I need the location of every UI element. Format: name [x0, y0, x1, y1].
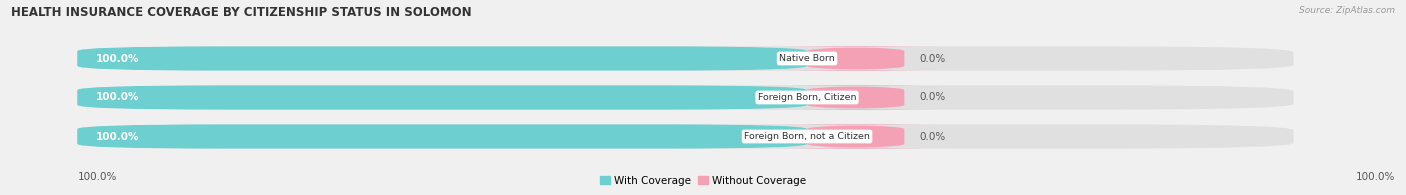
FancyBboxPatch shape [77, 124, 807, 149]
FancyBboxPatch shape [758, 85, 953, 110]
Text: Foreign Born, Citizen: Foreign Born, Citizen [758, 93, 856, 102]
FancyBboxPatch shape [758, 46, 953, 71]
Text: 100.0%: 100.0% [96, 53, 139, 64]
FancyBboxPatch shape [77, 85, 1294, 110]
Text: 0.0%: 0.0% [920, 53, 945, 64]
FancyBboxPatch shape [77, 124, 1294, 149]
Text: 100.0%: 100.0% [96, 131, 139, 142]
Text: 0.0%: 0.0% [920, 131, 945, 142]
FancyBboxPatch shape [77, 85, 807, 110]
Text: 0.0%: 0.0% [920, 92, 945, 103]
Text: 100.0%: 100.0% [1355, 172, 1395, 182]
Text: 100.0%: 100.0% [77, 172, 117, 182]
FancyBboxPatch shape [77, 46, 807, 71]
Text: Source: ZipAtlas.com: Source: ZipAtlas.com [1299, 6, 1395, 15]
FancyBboxPatch shape [758, 124, 953, 149]
FancyBboxPatch shape [77, 46, 1294, 71]
Text: Native Born: Native Born [779, 54, 835, 63]
Text: HEALTH INSURANCE COVERAGE BY CITIZENSHIP STATUS IN SOLOMON: HEALTH INSURANCE COVERAGE BY CITIZENSHIP… [11, 6, 472, 19]
Legend: With Coverage, Without Coverage: With Coverage, Without Coverage [596, 171, 810, 190]
Text: Foreign Born, not a Citizen: Foreign Born, not a Citizen [744, 132, 870, 141]
Text: 100.0%: 100.0% [96, 92, 139, 103]
